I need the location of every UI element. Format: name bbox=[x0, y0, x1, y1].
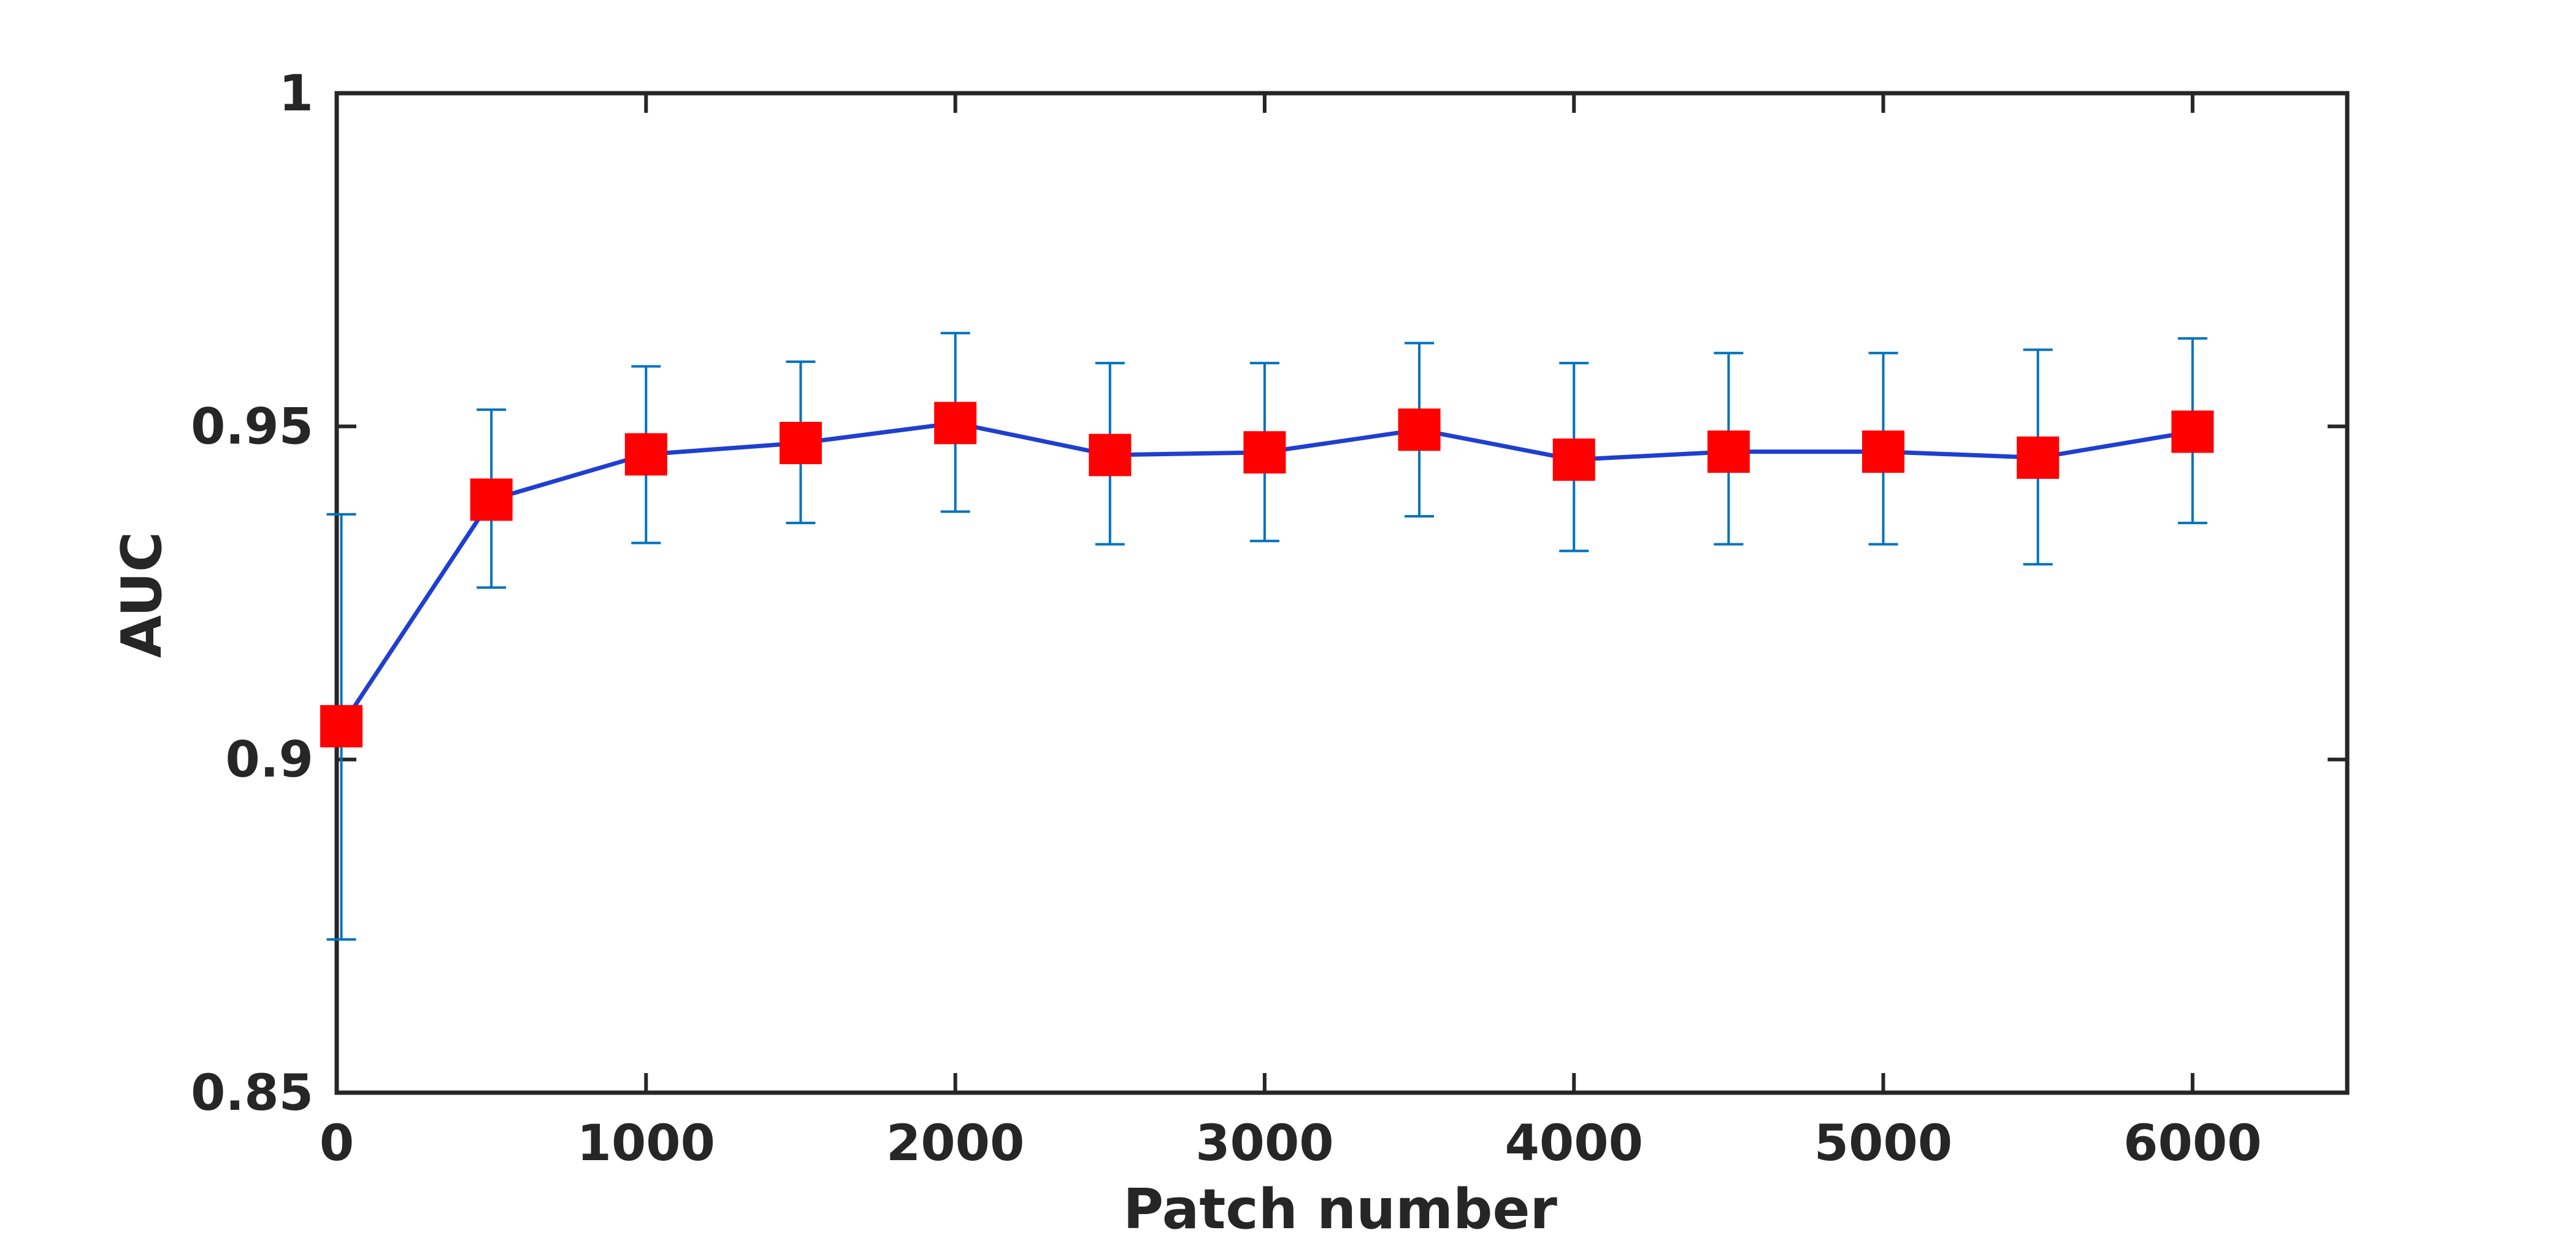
data-point-marker bbox=[779, 422, 822, 464]
data-point-marker bbox=[1862, 430, 1905, 473]
y-axis-label: AUC bbox=[110, 532, 174, 658]
x-tick-label: 3000 bbox=[1195, 1115, 1333, 1172]
data-point-marker bbox=[1243, 431, 1286, 474]
x-tick-label: 6000 bbox=[2123, 1115, 2261, 1172]
x-tick-label: 2000 bbox=[886, 1115, 1024, 1172]
plot-area: 0 1000 2000 3000 4000 5000 6000 0.85 0.9 0.95 1 bbox=[191, 65, 2350, 1172]
y-tick-label: 1 bbox=[279, 65, 313, 123]
y-tick-label: 0.85 bbox=[191, 1064, 313, 1122]
data-point-marker bbox=[624, 433, 667, 476]
x-axis-label: Patch number bbox=[1123, 1177, 1557, 1238]
data-point-marker bbox=[934, 402, 977, 445]
data-point-marker bbox=[2017, 436, 2060, 479]
x-tick-label: 0 bbox=[320, 1115, 354, 1172]
data-point-marker bbox=[1089, 434, 1132, 476]
x-tick-label: 5000 bbox=[1814, 1115, 1952, 1172]
x-tick-label: 1000 bbox=[577, 1115, 715, 1172]
y-tick-label: 0.9 bbox=[226, 732, 314, 789]
data-point-marker bbox=[320, 705, 363, 747]
data-point-marker bbox=[1707, 430, 1750, 473]
data-point-marker bbox=[2171, 410, 2214, 453]
data-point-marker bbox=[470, 478, 513, 521]
data-point-marker bbox=[1398, 408, 1441, 451]
y-tick-label: 0.95 bbox=[191, 398, 313, 456]
data-point-marker bbox=[1552, 438, 1595, 481]
x-tick-label: 4000 bbox=[1505, 1115, 1643, 1172]
axes-box bbox=[334, 91, 2350, 1095]
